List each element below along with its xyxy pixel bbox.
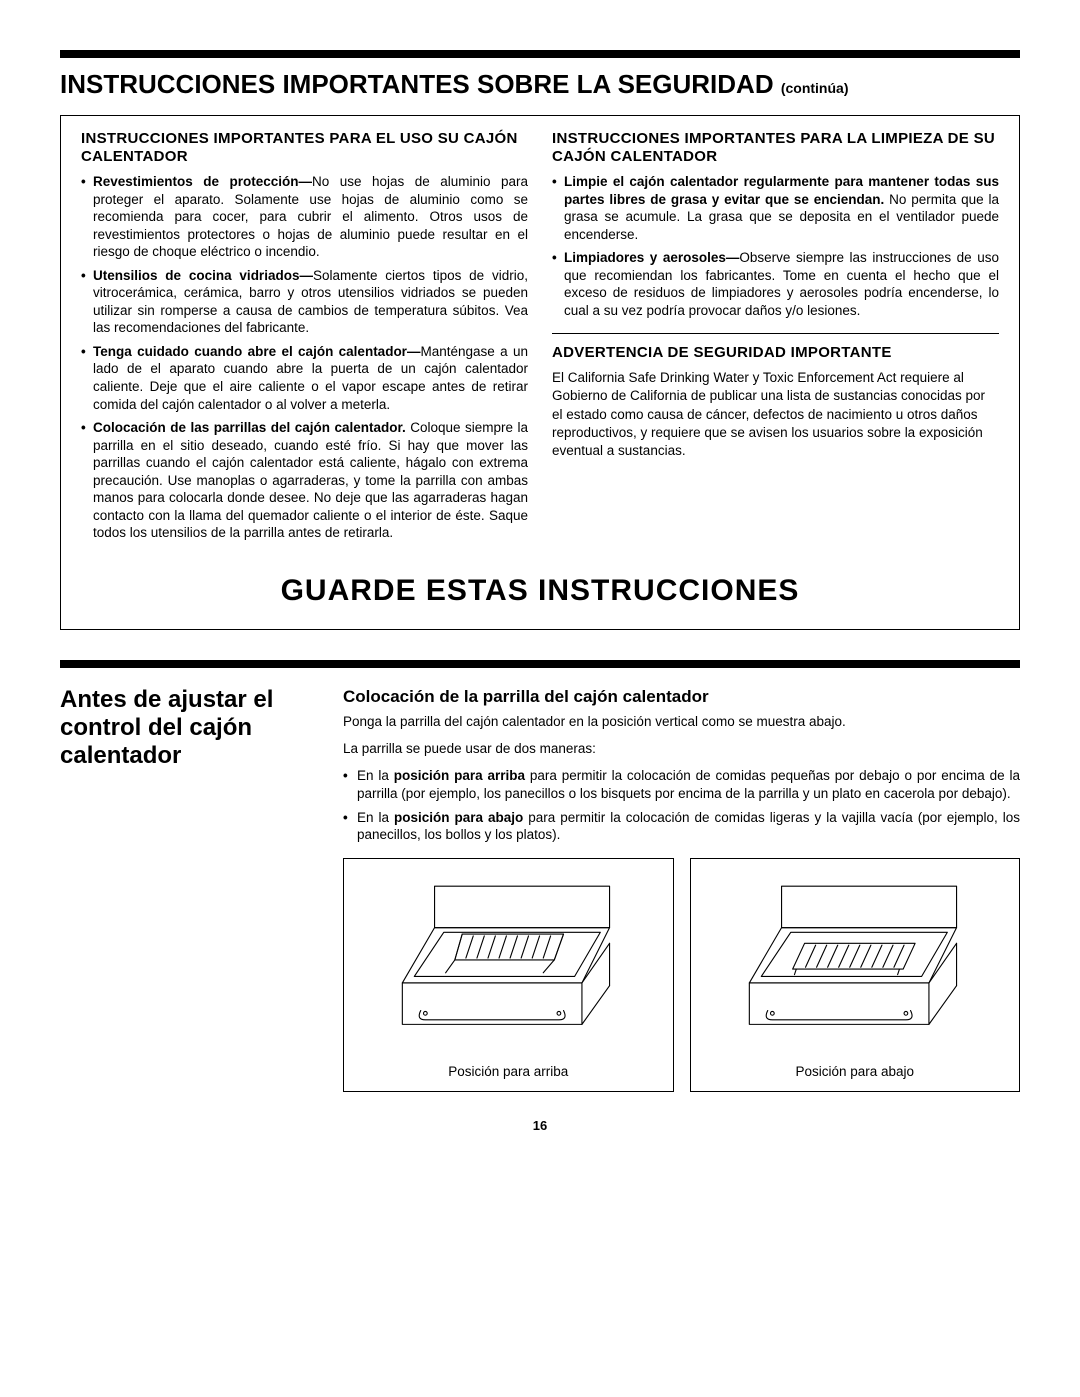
- right-list: Limpie el cajón calentador regularmente …: [552, 173, 999, 319]
- item-text: Coloque siempre la parrilla en el sitio …: [93, 420, 528, 540]
- paragraph: La parrilla se puede usar de dos maneras…: [343, 741, 1020, 758]
- list-item: Revestimientos de protección—No use hoja…: [81, 173, 528, 261]
- t: En la: [357, 810, 394, 825]
- figure-caption: Posición para arriba: [354, 1064, 663, 1081]
- item-lead: Limpiadores y aerosoles—: [564, 250, 739, 265]
- left-heading: INSTRUCCIONES IMPORTANTES PARA EL USO SU…: [81, 130, 528, 168]
- divider: [552, 333, 999, 334]
- item-lead: Utensilios de cocina vidriados—: [93, 268, 313, 283]
- figure-caption: Posición para abajo: [701, 1064, 1010, 1081]
- figures-row: Posición para arriba: [343, 858, 1020, 1092]
- paragraph: Ponga la parrilla del cajón calentador e…: [343, 714, 1020, 731]
- b: posición para abajo: [394, 810, 523, 825]
- list-item: Colocación de las parrillas del cajón ca…: [81, 419, 528, 542]
- right-column: INSTRUCCIONES IMPORTANTES PARA LA LIMPIE…: [552, 130, 999, 548]
- lower-left: Antes de ajustar el control del cajón ca…: [60, 686, 315, 1092]
- list-item: En la posición para abajo para permitir …: [343, 809, 1020, 844]
- right-heading: INSTRUCCIONES IMPORTANTES PARA LA LIMPIE…: [552, 130, 999, 168]
- figure-down: Posición para abajo: [690, 858, 1021, 1092]
- left-list: Revestimientos de protección—No use hoja…: [81, 173, 528, 542]
- position-list: En la posición para arriba para permitir…: [343, 767, 1020, 843]
- list-item: Limpie el cajón calentador regularmente …: [552, 173, 999, 243]
- b: posición para arriba: [394, 768, 525, 783]
- save-instructions: GUARDE ESTAS INSTRUCCIONES: [81, 572, 999, 610]
- list-item: Limpiadores y aerosoles—Observe siempre …: [552, 249, 999, 319]
- section-heading: Antes de ajustar el control del cajón ca…: [60, 686, 315, 769]
- item-lead: Tenga cuidado cuando abre el cajón calen…: [93, 344, 420, 359]
- page-title: INSTRUCCIONES IMPORTANTES SOBRE LA SEGUR…: [60, 68, 1020, 101]
- page-number: 16: [60, 1118, 1020, 1134]
- title-text: INSTRUCCIONES IMPORTANTES SOBRE LA SEGUR…: [60, 69, 774, 99]
- drawer-down-icon: [701, 877, 1010, 1052]
- top-rule: [60, 50, 1020, 58]
- lower-section: Antes de ajustar el control del cajón ca…: [60, 686, 1020, 1092]
- item-lead: Revestimientos de protección—: [93, 174, 312, 189]
- safety-box: INSTRUCCIONES IMPORTANTES PARA EL USO SU…: [60, 115, 1020, 631]
- lower-right: Colocación de la parrilla del cajón cale…: [343, 686, 1020, 1092]
- left-column: INSTRUCCIONES IMPORTANTES PARA EL USO SU…: [81, 130, 528, 548]
- item-lead: Colocación de las parrillas del cajón ca…: [93, 420, 406, 435]
- list-item: En la posición para arriba para permitir…: [343, 767, 1020, 802]
- list-item: Tenga cuidado cuando abre el cajón calen…: [81, 343, 528, 413]
- warning-heading: ADVERTENCIA DE SEGURIDAD IMPORTANTE: [552, 344, 999, 363]
- warning-text: El California Safe Drinking Water y Toxi…: [552, 369, 999, 460]
- drawer-up-icon: [354, 877, 663, 1052]
- list-item: Utensilios de cocina vidriados—Solamente…: [81, 267, 528, 337]
- mid-rule: [60, 660, 1020, 668]
- title-continued: (continúa): [781, 80, 849, 96]
- subsection-heading: Colocación de la parrilla del cajón cale…: [343, 686, 1020, 707]
- figure-up: Posición para arriba: [343, 858, 674, 1092]
- t: En la: [357, 768, 394, 783]
